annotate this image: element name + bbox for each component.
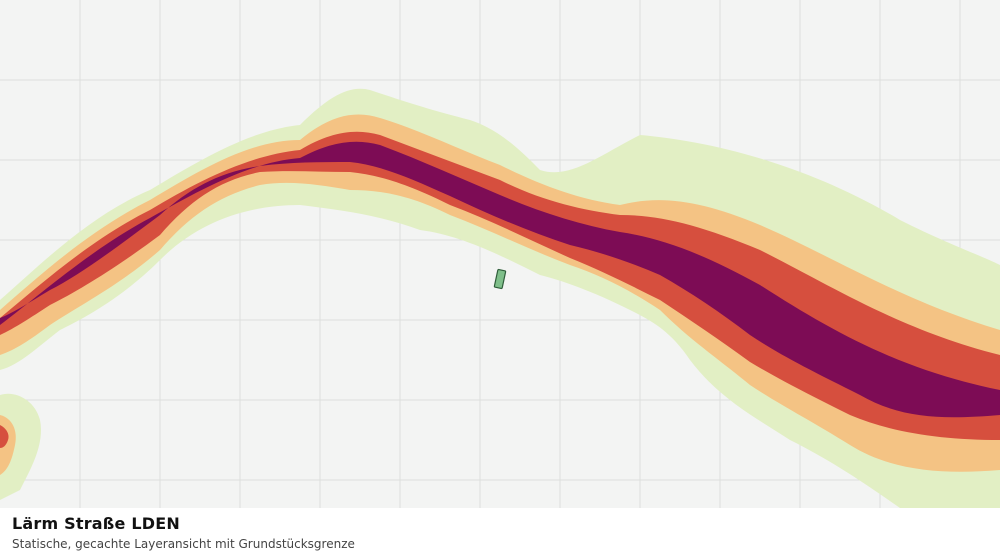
noise-band-outer (0, 88, 1000, 508)
map-caption: Lärm Straße LDEN Statische, gecachte Lay… (0, 508, 1000, 560)
layer-subtitle: Statische, gecachte Layeransicht mit Gru… (12, 537, 355, 551)
map-canvas (0, 0, 1000, 508)
layer-title: Lärm Straße LDEN (12, 514, 180, 533)
map-view[interactable] (0, 0, 1000, 508)
noise-band-light (0, 114, 1000, 475)
noise-band-core (0, 141, 1000, 418)
parcel-boundary[interactable] (493, 268, 507, 290)
